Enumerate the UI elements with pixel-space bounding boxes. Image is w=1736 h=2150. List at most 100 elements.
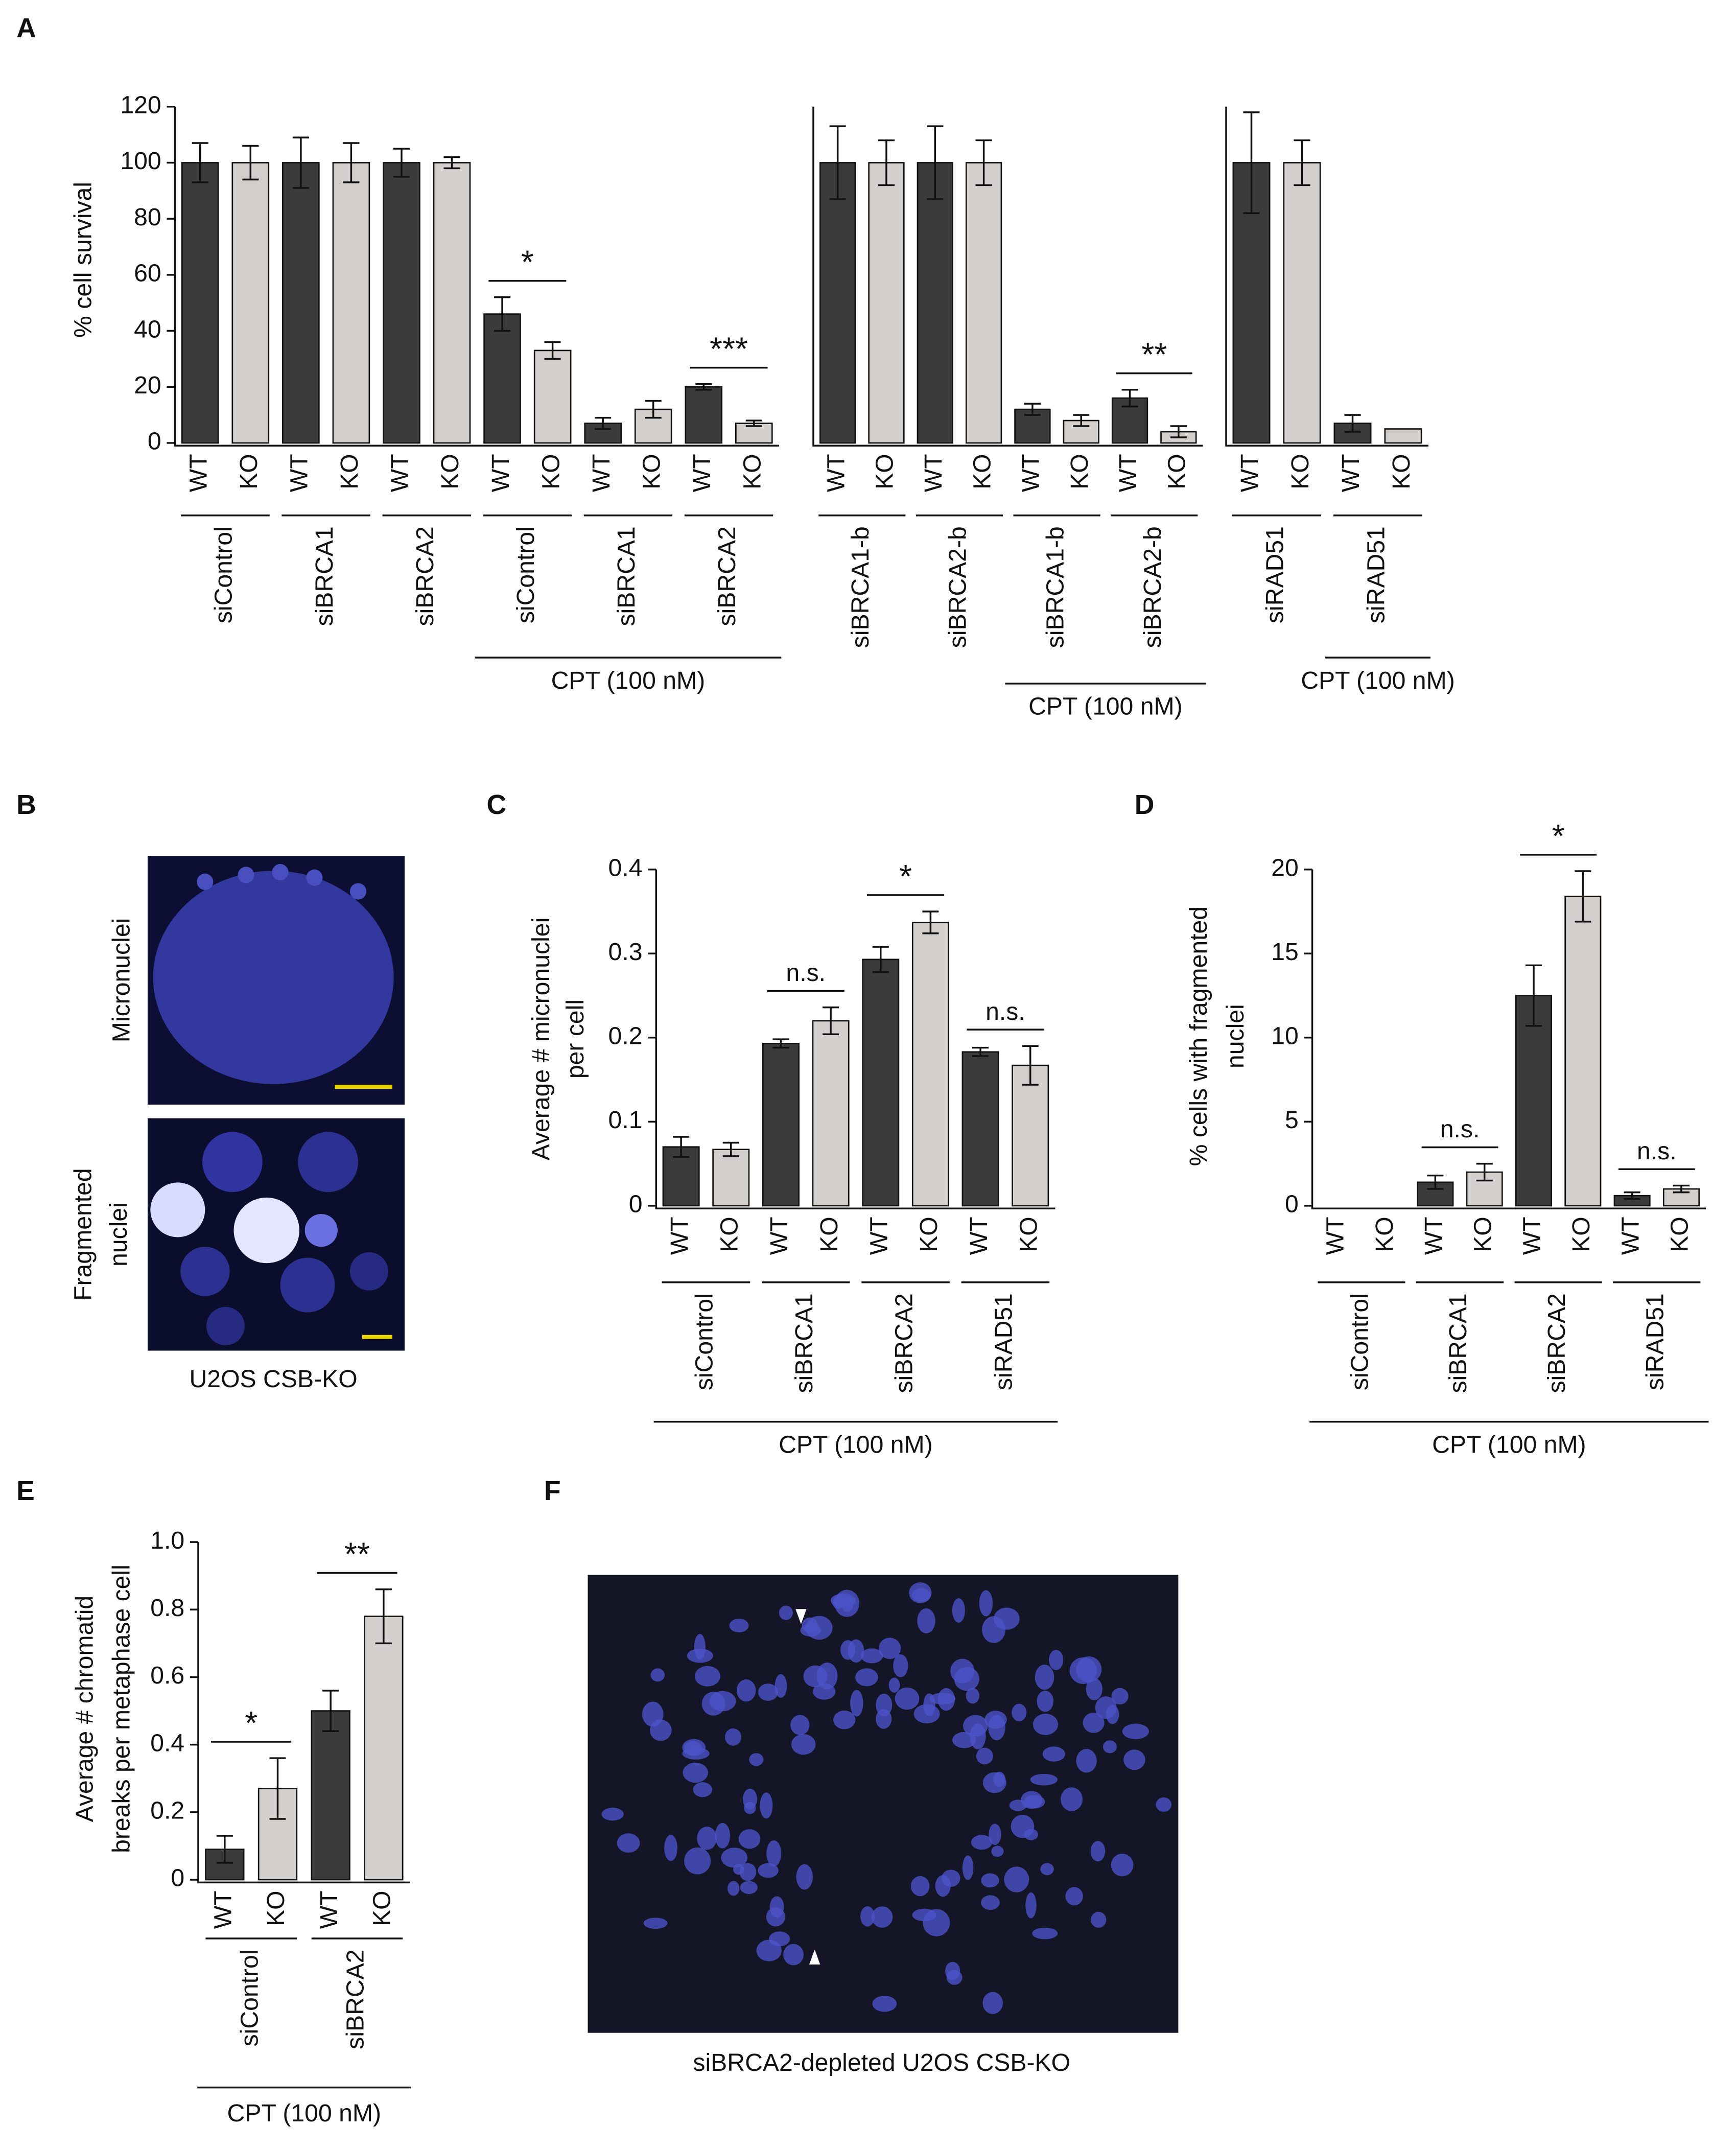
y-tick-label: 0	[629, 1190, 643, 1218]
series-label: WT	[1321, 1217, 1349, 1255]
error-bar	[1344, 414, 1361, 433]
y-tick-label: 5	[1285, 1106, 1299, 1134]
chromosome	[833, 1710, 856, 1730]
chromosome	[682, 1747, 710, 1760]
chromosome	[796, 1864, 813, 1890]
significance-label: **	[344, 1535, 370, 1572]
significance-label: n.s.	[1637, 1137, 1677, 1165]
group-label: siControl	[236, 1949, 263, 2046]
chromosome	[697, 1827, 717, 1850]
series-label: WT	[386, 454, 414, 492]
series-label: KO	[1469, 1217, 1496, 1252]
chromosome	[1122, 1723, 1149, 1739]
fragment	[150, 1182, 205, 1237]
group-label: siBRCA2-b	[944, 526, 972, 648]
chromosome	[756, 1939, 782, 1961]
series-label: WT	[184, 454, 212, 492]
chromosome	[760, 1792, 773, 1819]
chromosome	[1004, 1866, 1029, 1892]
series-label: KO	[638, 454, 665, 489]
chromosome	[1156, 1797, 1172, 1812]
chromosome	[802, 1617, 818, 1633]
group-label: siBRCA1	[1444, 1293, 1472, 1393]
arrowhead	[809, 1949, 820, 1965]
chromosome	[790, 1715, 810, 1735]
axis	[1311, 869, 1706, 1210]
error-bar	[829, 125, 846, 200]
y-tick-label: 0.3	[608, 938, 643, 966]
chromosome	[979, 1590, 993, 1617]
series-label: KO	[1388, 454, 1415, 489]
chromosome	[1035, 1664, 1054, 1690]
group-label: siBRCA1-b	[847, 526, 874, 648]
chromosome	[962, 1855, 974, 1880]
arrowhead	[795, 1609, 807, 1624]
significance-label: *	[521, 243, 534, 280]
chromosome	[1111, 1688, 1129, 1704]
fragment	[304, 1213, 338, 1247]
series-label: KO	[715, 1217, 743, 1252]
series-label: WT	[315, 1890, 343, 1929]
chromosome	[758, 1863, 779, 1878]
chromosome	[1095, 1696, 1117, 1719]
series-label: WT	[487, 454, 514, 492]
y-tick-label: 0.1	[608, 1106, 643, 1134]
chromosome	[952, 1598, 965, 1623]
chromosome	[963, 1715, 988, 1737]
chromosome	[779, 1605, 793, 1620]
fragment	[298, 1132, 359, 1193]
treatment-label: CPT (100 nM)	[779, 1431, 933, 1459]
chromosome	[1061, 1787, 1083, 1811]
bar	[433, 162, 471, 444]
axis	[197, 1542, 410, 1884]
chromosome	[1102, 1740, 1117, 1754]
group-label: siBRCA2-b	[1139, 526, 1166, 648]
error-bar	[216, 1835, 233, 1864]
group-label: siBRCA2	[1543, 1293, 1570, 1393]
chromosome	[872, 1995, 897, 2012]
series-label: KO	[1066, 454, 1093, 489]
chromosome	[729, 1619, 749, 1632]
error-bar	[1575, 870, 1591, 923]
treatment-label: CPT (100 nM)	[1432, 1431, 1586, 1459]
group-label: siRAD51	[1261, 526, 1289, 623]
fragment	[233, 1197, 299, 1264]
series-label: KO	[915, 1217, 943, 1252]
bar	[965, 162, 1002, 444]
bar	[712, 1149, 750, 1207]
y-axis-label: nuclei	[1222, 1004, 1249, 1068]
series-label: KO	[436, 454, 464, 489]
chromosome	[1086, 1678, 1102, 1700]
group-label: siBRCA1-b	[1041, 526, 1069, 648]
axis	[812, 106, 1203, 447]
chromosome	[993, 1771, 1005, 1787]
micronucleus	[272, 864, 289, 881]
series-label: WT	[1420, 1217, 1447, 1255]
series-label: KO	[235, 454, 263, 489]
chromosome	[840, 1640, 856, 1660]
image-label: Micronuclei	[108, 918, 135, 1043]
chromosome	[893, 1654, 908, 1677]
chromosome	[733, 1863, 744, 1875]
micronucleus	[306, 869, 323, 886]
series-label: KO	[336, 454, 363, 489]
chromosome	[601, 1808, 624, 1821]
chromosome	[724, 1728, 741, 1746]
fragment	[280, 1257, 335, 1313]
series-label: KO	[1666, 1217, 1694, 1252]
bar	[685, 386, 723, 444]
series-label: KO	[1015, 1217, 1042, 1252]
error-bar	[1243, 111, 1260, 214]
bar	[917, 162, 953, 444]
series-label: WT	[1337, 454, 1365, 492]
bar	[257, 1788, 298, 1881]
chromosome	[923, 1693, 935, 1717]
series-label: WT	[688, 454, 716, 492]
chromosome	[1037, 1691, 1054, 1712]
panel-label: A	[16, 13, 36, 43]
group-label: siBRCA2	[411, 526, 439, 626]
error-bar	[343, 142, 360, 183]
chromosome	[736, 1679, 756, 1702]
series-label: WT	[1518, 1217, 1546, 1255]
